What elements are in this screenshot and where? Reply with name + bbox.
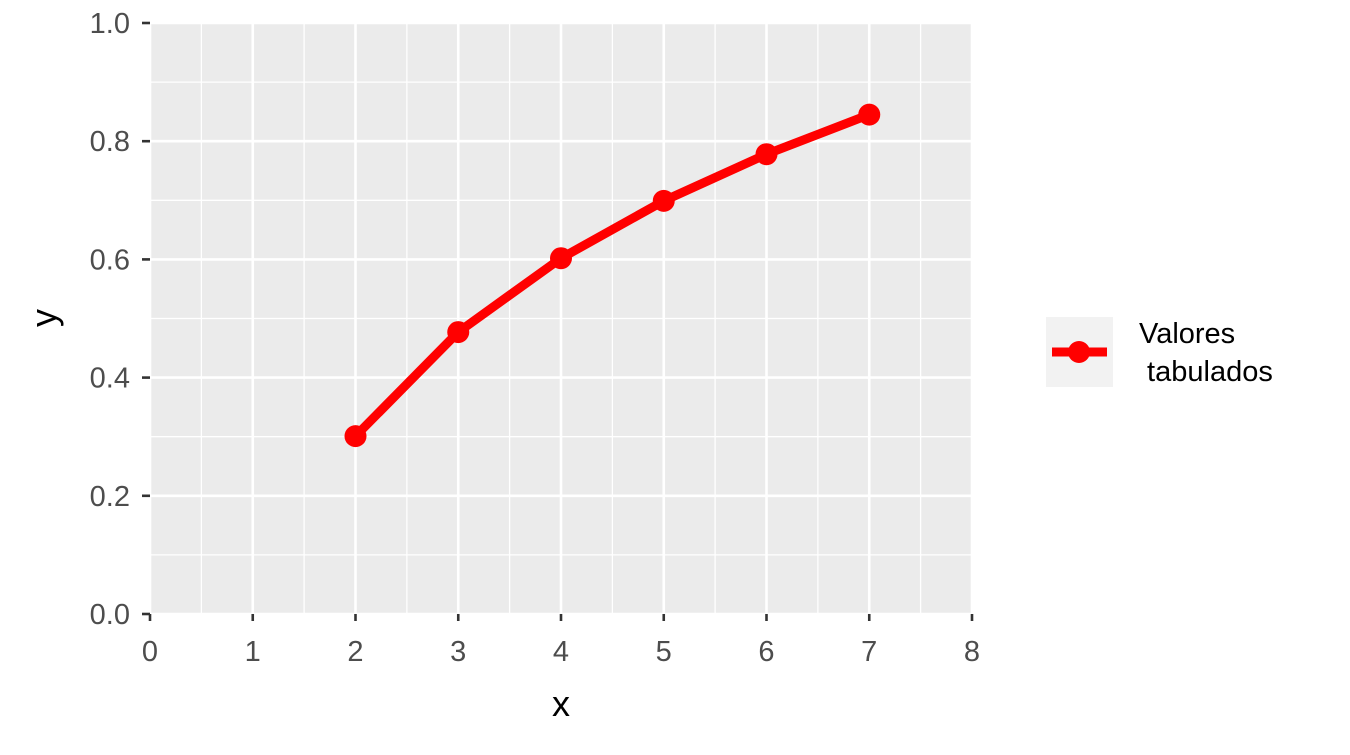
data-point xyxy=(858,103,881,126)
legend: Valores tabulados xyxy=(1046,317,1273,388)
data-point xyxy=(550,247,572,270)
y-axis-title: y xyxy=(23,309,64,327)
y-axis: 0.0 0.2 0.4 0.6 0.8 1.0 xyxy=(90,8,150,631)
data-point xyxy=(344,425,367,448)
x-axis: 0 1 2 3 4 5 6 7 8 xyxy=(142,614,980,668)
y-tick-label: 1.0 xyxy=(90,8,130,40)
x-tick-label: 3 xyxy=(450,636,466,668)
y-tick-label: 0.4 xyxy=(90,363,130,395)
y-tick-label: 0.0 xyxy=(90,599,130,631)
x-tick-label: 4 xyxy=(553,636,569,668)
legend-label: Valores tabulados xyxy=(1139,318,1273,388)
series-line xyxy=(352,110,871,440)
series-layer xyxy=(344,103,881,448)
data-point xyxy=(447,321,470,344)
y-tick-label: 0.8 xyxy=(90,126,130,158)
x-tick-label: 6 xyxy=(758,636,774,668)
y-tick-label: 0.6 xyxy=(90,244,130,276)
legend-key-point xyxy=(1068,341,1090,363)
y-tick-label: 0.2 xyxy=(90,481,130,513)
legend-label-line: tabulados xyxy=(1139,356,1273,388)
x-tick-label: 1 xyxy=(245,636,261,668)
data-point xyxy=(652,189,675,212)
data-point xyxy=(755,143,778,166)
major-gridlines xyxy=(148,21,974,616)
x-tick-label: 5 xyxy=(656,636,672,668)
x-tick-label: 2 xyxy=(347,636,363,668)
x-tick-label: 7 xyxy=(861,636,877,668)
x-tick-label: 8 xyxy=(964,636,980,668)
x-axis-title: x xyxy=(552,683,570,724)
legend-label-line: Valores xyxy=(1139,318,1235,350)
x-tick-label: 0 xyxy=(142,636,158,668)
